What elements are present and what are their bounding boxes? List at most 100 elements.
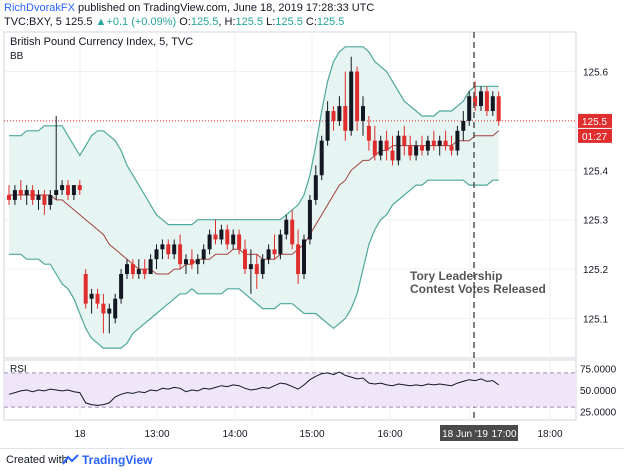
candle-body <box>24 190 29 195</box>
candle-body <box>136 269 141 275</box>
candle-body <box>231 234 236 245</box>
candle-body <box>254 264 259 275</box>
candle-body <box>125 264 129 275</box>
candle-body <box>272 249 277 255</box>
low-value: 125.5 <box>275 16 303 28</box>
candle-body <box>83 274 88 304</box>
low-label: L: <box>266 16 276 28</box>
candle-body <box>366 125 371 141</box>
time-tick-label: 13:00 <box>144 429 169 440</box>
candle-body <box>142 269 147 275</box>
candle-body <box>414 145 419 156</box>
candle-body <box>42 195 47 205</box>
candle-body <box>213 234 218 240</box>
ohlc-legend: TVC:BXY, 5 125.5 ▲+0.1 (+0.09%) O:125.5,… <box>4 16 345 28</box>
rsi-label: RSI <box>10 364 27 375</box>
cursor-time-box <box>490 425 518 441</box>
candle-body <box>60 185 65 191</box>
candle-body <box>7 195 11 200</box>
chart-area[interactable]: 125.6 125.5 125.4 125.3 125.2 125.1 Tory Leade… <box>0 30 624 446</box>
candle-body <box>71 185 76 195</box>
candle-body <box>66 185 70 195</box>
candle-body <box>101 303 106 314</box>
rsi-line <box>8 371 499 406</box>
price-tick-label: 125.6 <box>583 68 608 79</box>
candle-body <box>237 234 242 250</box>
candle-body <box>195 259 200 265</box>
time-tick-label: 16:00 <box>377 429 402 440</box>
candle-body <box>467 96 472 121</box>
bb-indicator-label: BB <box>10 51 24 62</box>
open-label: O: <box>179 16 191 28</box>
candle-body <box>207 234 212 250</box>
candle-body <box>30 190 35 200</box>
candle-body <box>490 96 495 112</box>
price-tick-label: 125.4 <box>583 166 608 177</box>
published-text: published on TradingView.com, June 18, 2… <box>74 2 375 14</box>
candle-body <box>77 185 82 191</box>
candle-body <box>130 264 135 275</box>
candle-body <box>36 195 41 200</box>
tradingview-brand[interactable]: TradingView <box>82 453 153 467</box>
candle-body <box>384 140 389 151</box>
author-link[interactable]: RichDvorakFX <box>4 2 75 14</box>
candle-body <box>184 259 188 265</box>
candle-body <box>349 71 354 131</box>
candle-body <box>402 135 407 146</box>
candle-body <box>325 111 330 141</box>
candle-body <box>361 106 365 121</box>
candle-body <box>278 234 283 255</box>
candle-body <box>225 229 230 245</box>
chart-header: RichDvorakFX published on TradingView.co… <box>0 0 624 30</box>
candle-body <box>319 140 324 176</box>
bb-basis-line <box>9 130 500 275</box>
bb-upper-line <box>9 46 499 226</box>
candle-body <box>107 308 112 314</box>
candle-body <box>378 140 383 156</box>
created-with-text: Created with <box>6 454 68 466</box>
candle-body <box>243 249 247 270</box>
candle-body <box>54 190 59 195</box>
candle-body <box>284 219 289 235</box>
candle-body <box>396 135 401 161</box>
annotation-text: Contest Votes Released <box>410 282 546 296</box>
candle-body <box>119 274 124 299</box>
candle-body <box>496 96 501 121</box>
candle-body <box>420 145 424 151</box>
candle-body <box>390 150 395 161</box>
time-tick-label: 18:00 <box>537 429 562 440</box>
candle-body <box>189 259 194 265</box>
countdown-label: 01:27 <box>582 132 607 143</box>
time-tick-label: 18 <box>74 429 86 440</box>
up-triangle-icon: ▲ <box>95 16 107 28</box>
candle-body <box>95 293 100 304</box>
candle-body <box>113 298 118 319</box>
candle-body <box>166 244 171 255</box>
candle-body <box>355 71 360 121</box>
candle-body <box>343 106 348 131</box>
candle-body <box>455 130 460 151</box>
last-price: 125.5 <box>64 16 93 28</box>
time-tick-label: 14:00 <box>222 429 247 440</box>
candle-body <box>160 244 165 250</box>
candle-body <box>12 190 17 200</box>
candle-body <box>172 244 177 255</box>
candle-body <box>48 195 53 205</box>
current-price-box <box>578 113 612 128</box>
candle-body <box>154 249 159 260</box>
cursor-time-label: 17:00 <box>491 429 516 440</box>
candle-body <box>437 140 442 146</box>
candle-body <box>337 106 342 121</box>
candle-body <box>248 264 253 270</box>
candle-body <box>461 120 466 131</box>
candle-body <box>331 111 336 121</box>
candle-body <box>219 229 224 240</box>
candle-body <box>266 249 271 260</box>
candle-body <box>178 244 183 265</box>
price-tick-label: 125.1 <box>583 314 608 325</box>
candle-body <box>473 96 478 107</box>
candle-body <box>484 91 489 112</box>
publish-info: RichDvorakFX published on TradingView.co… <box>4 2 374 15</box>
high-label: H: <box>224 16 236 28</box>
cursor-date-box <box>440 425 490 441</box>
